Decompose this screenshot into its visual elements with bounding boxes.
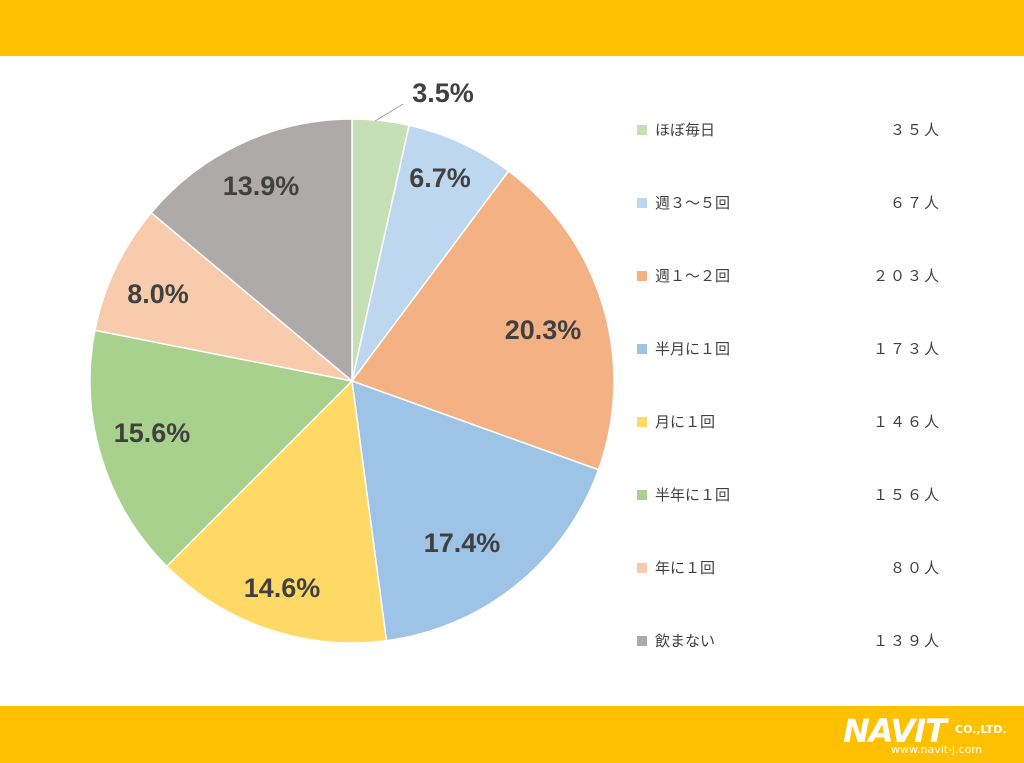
slice-percent-label: 14.6% [244, 573, 321, 603]
slice-percent-label: 6.7% [409, 163, 471, 193]
legend-swatch [637, 125, 647, 135]
slice-percent-label: 8.0% [127, 279, 189, 309]
pie-slice [351, 379, 600, 642]
bottom-banner [0, 706, 1024, 763]
pie-slice [350, 169, 615, 471]
legend-item: 半月に１回 １７３人 [637, 335, 947, 365]
top-banner [0, 0, 1024, 56]
logo-suffix: CO.,LTD. [955, 723, 1007, 736]
legend-label: 週３～５回 [655, 194, 731, 212]
slice-percent-label: 13.9% [223, 171, 300, 201]
legend-count: １３９人 [872, 632, 941, 650]
slice-percent-label: 20.3% [505, 315, 582, 345]
legend-count: １４６人 [872, 413, 941, 431]
legend-label: 半年に１回 [655, 486, 731, 504]
legend-label: 週１～２回 [655, 267, 731, 285]
navit-logo: NAVIT CO.,LTD. www.navit-j.com [843, 712, 1018, 758]
legend-count: ６７人 [889, 194, 941, 212]
legend-swatch [637, 636, 647, 646]
pie-slice [94, 211, 353, 382]
logo-wordmark: NAVIT [843, 712, 947, 750]
legend-item: 半年に１回 １５６人 [637, 481, 947, 511]
legend-swatch [637, 271, 647, 281]
legend-count: ３５人 [889, 121, 941, 139]
leader-line [374, 103, 404, 122]
slice-percent-label: 17.4% [424, 528, 501, 558]
legend-item: 月に１回 １４６人 [637, 408, 947, 438]
legend-item: 週１～２回 ２０３人 [637, 262, 947, 292]
pie-slice [89, 329, 354, 568]
pie-slice [351, 124, 510, 382]
legend-count: ８０人 [889, 559, 941, 577]
legend-swatch [637, 563, 647, 573]
legend-label: ほぼ毎日 [655, 121, 716, 139]
legend-count: １５６人 [872, 486, 941, 504]
pie-slice [150, 118, 353, 383]
slice-percent-label: 15.6% [114, 418, 191, 448]
logo-url: www.navit-j.com [891, 743, 983, 756]
legend-label: 飲まない [655, 632, 716, 650]
legend-swatch [637, 490, 647, 500]
slice-percent-label: 3.5% [412, 78, 474, 108]
legend-item: 週３～５回 ６７人 [637, 189, 947, 219]
legend-label: 年に１回 [655, 559, 716, 577]
legend-label: 半月に１回 [655, 340, 731, 358]
legend-item: 年に１回 ８０人 [637, 554, 947, 584]
legend-label: 月に１回 [655, 413, 716, 431]
legend-item: 飲まない １３９人 [637, 627, 947, 657]
legend-swatch [637, 344, 647, 354]
legend-swatch [637, 198, 647, 208]
legend-count: １７３人 [872, 340, 941, 358]
pie-slice [165, 379, 388, 644]
legend-count: ２０３人 [872, 267, 941, 285]
legend-swatch [637, 417, 647, 427]
legend-item: ほぼ毎日 ３５人 [637, 116, 947, 146]
